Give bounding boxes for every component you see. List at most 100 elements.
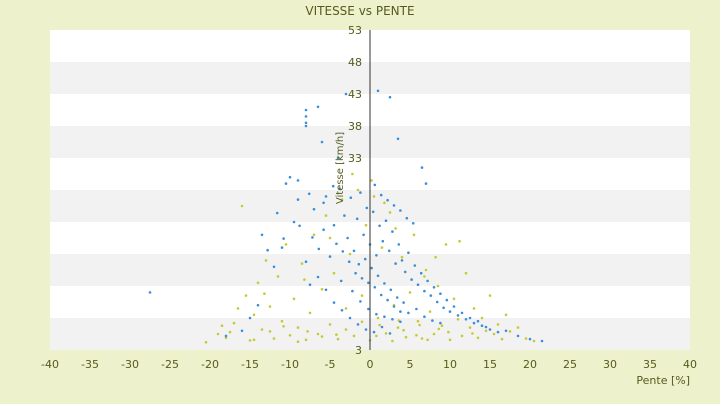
data-point (392, 305, 396, 308)
data-point (396, 137, 400, 141)
data-point (252, 338, 256, 342)
data-point (420, 166, 424, 169)
data-point (386, 298, 389, 302)
x-tick-label: -30 (121, 358, 139, 371)
data-point (338, 187, 341, 190)
data-point (348, 252, 352, 256)
data-point (416, 283, 420, 287)
data-point (434, 255, 437, 259)
data-point (488, 294, 492, 297)
data-point (500, 337, 504, 341)
data-point (336, 156, 340, 160)
data-point (378, 323, 381, 327)
data-point (304, 108, 308, 112)
data-point (373, 183, 377, 187)
data-point (280, 246, 284, 249)
data-point (396, 326, 400, 329)
data-point (308, 283, 312, 287)
data-point (447, 330, 450, 334)
data-point (351, 172, 354, 176)
data-point (360, 320, 364, 324)
data-point (357, 262, 361, 266)
data-point (383, 315, 386, 319)
data-point (320, 335, 324, 338)
data-point (322, 201, 325, 205)
data-point (476, 319, 480, 323)
data-point (292, 297, 296, 301)
data-point (328, 236, 332, 240)
data-point (341, 250, 345, 253)
y-tick-label: 33 (348, 152, 362, 165)
data-point (304, 115, 308, 118)
data-point (360, 277, 364, 280)
data-point (383, 282, 386, 285)
data-point (367, 307, 370, 311)
data-point (303, 278, 306, 281)
data-point (387, 249, 391, 253)
data-point (312, 233, 316, 237)
data-point (468, 316, 472, 320)
data-point (375, 312, 378, 316)
data-point (540, 339, 544, 343)
data-point (402, 301, 405, 304)
data-point (256, 303, 260, 307)
data-point (426, 338, 429, 342)
data-point (399, 209, 402, 212)
data-point (248, 316, 252, 320)
data-point (404, 335, 408, 339)
data-point (298, 224, 301, 228)
data-point (532, 339, 536, 343)
data-point (362, 233, 365, 237)
data-point (391, 339, 394, 343)
data-point (268, 330, 272, 333)
data-point (439, 321, 442, 325)
data-point (248, 339, 252, 342)
data-point (386, 198, 389, 202)
x-tick-label: 35 (643, 358, 657, 371)
data-point (268, 305, 272, 308)
data-point (272, 337, 276, 340)
data-point (424, 268, 428, 272)
x-tick-labels: -40 -35 -30 -25 -20 -15 -10 -5 0 5 10 15 20 25 30 35 40 (41, 358, 697, 371)
data-point (412, 233, 416, 237)
data-point (308, 311, 312, 315)
data-point (304, 338, 308, 342)
data-point (458, 239, 461, 243)
data-point (359, 191, 362, 194)
data-point (266, 248, 269, 252)
data-point (365, 206, 369, 210)
data-point (476, 336, 480, 340)
data-point (395, 296, 399, 299)
data-point (460, 334, 464, 338)
data-point (252, 313, 256, 317)
data-point (504, 313, 508, 317)
data-point (360, 294, 364, 297)
data-point (300, 262, 304, 265)
data-point (508, 330, 512, 333)
data-point (216, 332, 220, 336)
data-point (332, 301, 336, 304)
data-point (304, 260, 308, 264)
x-tick-label: 20 (523, 358, 537, 371)
x-tick-label: 40 (683, 358, 697, 371)
data-point (372, 330, 376, 334)
data-point (263, 292, 266, 296)
data-point (371, 210, 375, 214)
scatter-points (148, 89, 544, 344)
data-point (380, 325, 384, 329)
data-point (492, 332, 496, 336)
x-tick-label: 0 (367, 358, 374, 371)
data-point (348, 316, 352, 320)
data-point (496, 330, 500, 334)
data-point (399, 320, 402, 324)
data-point (288, 175, 292, 179)
data-point (415, 307, 418, 311)
data-point (351, 289, 354, 293)
data-point (284, 182, 288, 185)
data-point (307, 192, 311, 196)
x-tick-label: -20 (201, 358, 219, 371)
data-point (332, 223, 336, 227)
data-point (413, 264, 417, 267)
